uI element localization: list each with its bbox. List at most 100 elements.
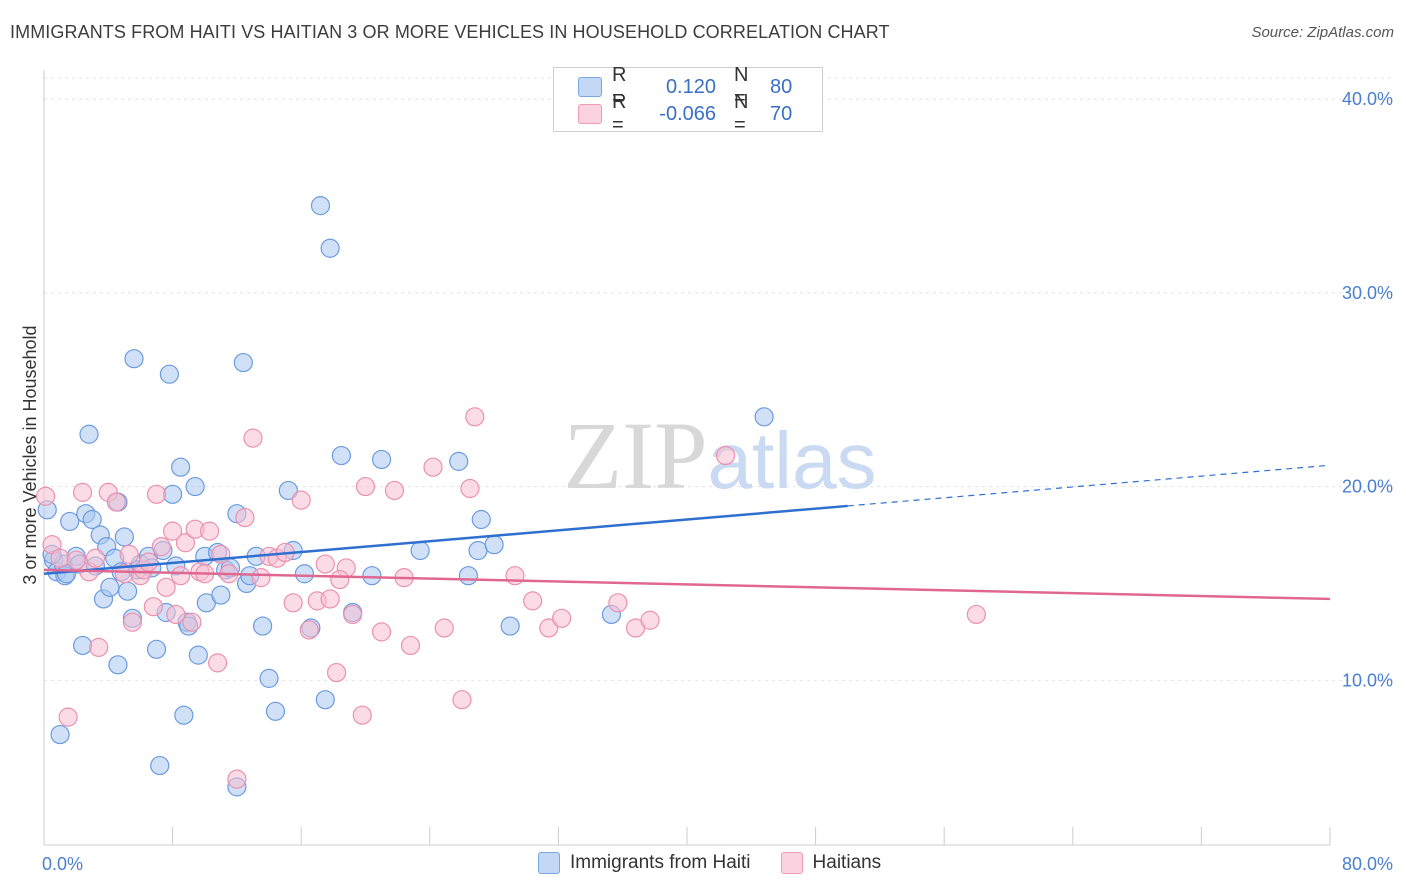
data-point <box>185 476 205 497</box>
data-point <box>371 449 392 470</box>
data-point <box>89 637 109 657</box>
data-point <box>143 597 163 617</box>
chart-title: IMMIGRANTS FROM HAITI VS HAITIAN 3 OR MO… <box>10 22 890 42</box>
data-point <box>434 618 454 638</box>
legend-label: Immigrants from Haiti <box>570 852 751 873</box>
data-point <box>278 480 298 501</box>
data-point <box>124 349 144 369</box>
trend-line-haitians <box>43 568 1331 601</box>
watermark-zip: ZIP <box>564 402 708 509</box>
data-point <box>211 585 231 605</box>
series-haitians <box>36 407 986 789</box>
data-point <box>449 451 469 471</box>
data-point <box>330 569 350 590</box>
data-point <box>640 610 660 630</box>
legend-swatch-blue <box>538 852 560 874</box>
x-tick-label: 80.0% <box>1342 854 1393 874</box>
data-point <box>484 535 504 555</box>
y-tick-label: 10.0% <box>1342 670 1393 690</box>
y-tick-label: 30.0% <box>1342 283 1393 303</box>
watermark-atlas: atlas <box>708 416 877 505</box>
data-point <box>523 591 543 611</box>
data-point <box>146 639 167 659</box>
data-point <box>79 424 99 444</box>
data-point <box>159 364 179 384</box>
data-point <box>966 604 986 625</box>
series-immigrants-from-haiti <box>37 196 774 797</box>
data-point <box>468 540 488 561</box>
data-point <box>410 540 430 561</box>
data-point <box>465 407 485 427</box>
series-legend: Immigrants from Haiti Haitians <box>538 852 911 874</box>
data-point <box>715 445 736 466</box>
data-point <box>146 484 167 504</box>
data-point <box>320 238 340 258</box>
data-point <box>552 608 572 628</box>
data-point <box>138 552 159 572</box>
data-point <box>371 622 392 642</box>
data-point <box>211 544 231 564</box>
legend-item-immigrants-from-haiti[interactable]: Immigrants from Haiti <box>538 852 751 874</box>
data-point <box>199 521 220 541</box>
data-point <box>188 645 208 665</box>
data-point <box>460 478 480 499</box>
data-point <box>355 476 376 497</box>
data-point <box>163 484 183 504</box>
data-point <box>423 457 443 477</box>
source-note: Source: ZipAtlas.com <box>1251 24 1394 41</box>
data-point <box>66 550 86 570</box>
data-point <box>315 554 335 574</box>
watermark: ZIPatlas <box>564 402 877 509</box>
data-point <box>253 616 273 636</box>
legend-n-label: N = <box>734 91 749 136</box>
data-point <box>500 616 520 636</box>
data-point <box>50 724 70 745</box>
data-point <box>539 618 559 638</box>
data-point <box>608 593 628 613</box>
legend-r-label: R = <box>612 91 627 136</box>
data-point <box>50 548 70 568</box>
data-point <box>352 705 372 725</box>
data-point <box>122 612 143 632</box>
data-point <box>505 566 525 586</box>
legend-swatch-pink <box>780 852 803 874</box>
data-point <box>208 653 228 673</box>
data-point <box>82 509 102 530</box>
data-point <box>265 701 286 721</box>
data-point <box>343 604 363 625</box>
y-tick-label: 20.0% <box>1342 477 1393 497</box>
data-point <box>299 620 319 640</box>
legend-swatch-blue <box>578 77 602 97</box>
data-point <box>251 568 271 588</box>
legend-r-value: -0.066 <box>659 102 716 125</box>
data-point <box>72 482 93 502</box>
data-point <box>72 635 93 656</box>
legend-item-haitians[interactable]: Haitians <box>780 852 881 874</box>
data-point <box>310 196 331 216</box>
data-point <box>259 668 279 688</box>
data-point <box>471 509 491 530</box>
data-point <box>233 352 253 373</box>
trend-lines <box>43 464 1331 601</box>
data-point <box>119 544 139 564</box>
data-point <box>171 566 191 586</box>
y-tick-label: 40.0% <box>1342 89 1393 109</box>
axes <box>43 70 1331 846</box>
data-point <box>150 755 170 776</box>
data-point <box>243 428 263 448</box>
data-point <box>315 690 335 710</box>
data-point <box>100 577 120 597</box>
tick-labels: 10.0% 20.0% 30.0% 40.0% 0.0% 80.0% <box>42 89 1393 874</box>
data-point <box>60 511 80 532</box>
data-point <box>283 593 303 613</box>
data-point <box>754 407 774 427</box>
data-point <box>362 566 382 586</box>
data-point <box>117 581 138 601</box>
legend-n-value: 70 <box>770 102 793 125</box>
data-point <box>58 707 78 727</box>
data-point <box>384 480 405 501</box>
data-point <box>108 655 128 675</box>
data-point <box>452 690 472 710</box>
data-point <box>227 769 247 789</box>
data-point <box>171 457 191 477</box>
